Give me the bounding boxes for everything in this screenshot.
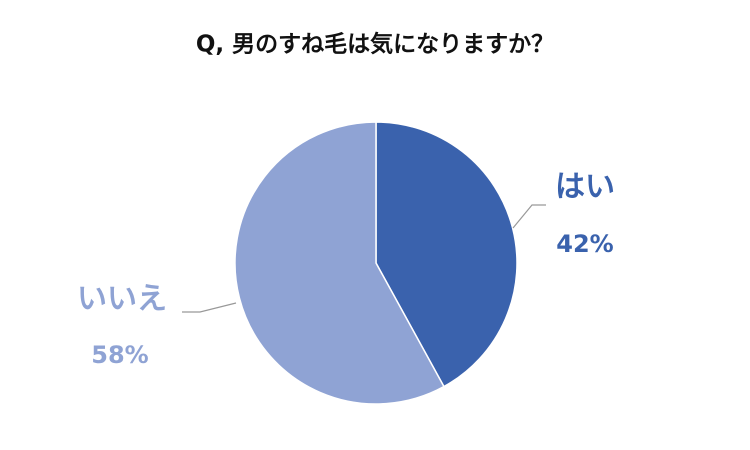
pie-slice [234,121,445,405]
slice-label: はい [555,170,615,205]
slice-label: いいえ [77,282,167,317]
value-label: 42% [556,230,613,258]
pie-slice [375,121,518,388]
chart-title: Q, 男のすね毛は気になりますか？ [196,31,554,58]
value-label: 58% [91,341,148,369]
leader-line [512,204,546,229]
leader-line [182,302,237,313]
